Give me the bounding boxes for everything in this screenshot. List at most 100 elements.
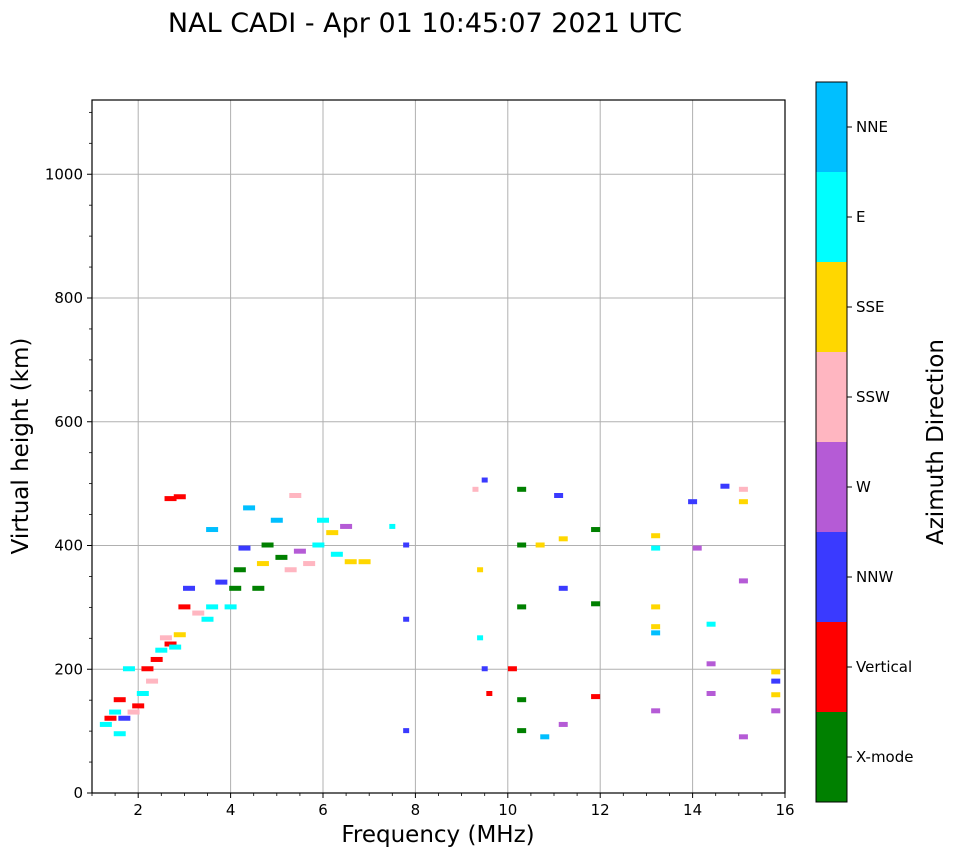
- echo-mark: [481, 477, 488, 483]
- echo-mark: [651, 708, 661, 714]
- x-axis-ticks: 2 4 6 8 10 12 14 16: [91, 793, 795, 819]
- echo-mark: [477, 635, 484, 641]
- echo-mark: [517, 728, 527, 734]
- echo-mark: [486, 691, 493, 696]
- colorbar-tick-label: SSE: [856, 298, 885, 316]
- echo-mark: [113, 697, 126, 703]
- plot-area: [91, 99, 786, 794]
- y-tick-label: 0: [73, 784, 83, 802]
- echo-mark: [293, 548, 306, 554]
- echo-mark: [284, 567, 297, 573]
- echo-mark: [303, 561, 316, 567]
- echo-mark: [738, 499, 748, 505]
- echo-mark: [358, 559, 371, 565]
- echo-mark: [481, 666, 488, 672]
- echo-mark: [330, 551, 343, 557]
- colorbar-swatch: [816, 712, 847, 802]
- y-axis-label: Virtual height (km): [8, 338, 34, 555]
- echo-mark: [558, 585, 568, 591]
- echo-mark: [591, 601, 601, 607]
- colorbar-label: Azimuth Direction: [923, 339, 949, 545]
- echo-mark: [206, 604, 219, 610]
- echo-mark: [403, 616, 410, 622]
- echo-mark: [146, 678, 159, 684]
- echo-mark: [127, 709, 140, 715]
- echo-mark: [517, 697, 527, 703]
- colorbar-tick-label: Vertical: [856, 658, 912, 676]
- colorbar-tick-label: X-mode: [856, 748, 913, 766]
- x-tick-label: 8: [411, 801, 421, 819]
- echo-mark: [132, 703, 145, 709]
- echo-mark: [192, 610, 205, 616]
- colorbar-tick-label: NNE: [856, 118, 888, 136]
- echo-mark: [169, 644, 182, 650]
- x-tick-label: 4: [226, 801, 236, 819]
- echo-mark: [155, 647, 168, 653]
- echo-mark: [535, 542, 545, 548]
- echo-mark: [104, 715, 117, 721]
- echo-mark: [706, 691, 716, 696]
- echo-mark: [233, 567, 246, 573]
- echo-mark: [118, 715, 131, 721]
- echo-mark: [558, 721, 568, 727]
- echo-mark: [651, 604, 661, 610]
- echo-mark: [771, 692, 781, 698]
- echo-mark: [224, 604, 237, 610]
- colorbar: X-mode Vertical NNW W SSW SSE E NNE: [815, 81, 913, 803]
- echo-mark: [558, 536, 568, 542]
- echo-mark: [771, 669, 781, 675]
- echo-mark: [738, 734, 748, 740]
- echo-mark: [229, 585, 242, 591]
- chart-title: NAL CADI - Apr 01 10:45:07 2021 UTC: [168, 8, 682, 39]
- echo-mark: [738, 486, 748, 492]
- colorbar-swatch: [816, 352, 847, 442]
- x-tick-label: 12: [591, 801, 610, 819]
- echo-mark: [591, 527, 601, 533]
- y-tick-label: 1000: [45, 165, 83, 183]
- echo-mark: [517, 604, 527, 610]
- echo-mark: [340, 523, 353, 529]
- echo-mark: [738, 578, 748, 584]
- echo-mark: [275, 554, 288, 560]
- echo-mark: [136, 691, 149, 696]
- echo-mark: [317, 517, 329, 523]
- y-tick-label: 400: [54, 537, 83, 555]
- x-tick-label: 10: [498, 801, 517, 819]
- echo-mark: [591, 694, 601, 700]
- echo-mark: [344, 559, 357, 565]
- echo-mark: [256, 561, 269, 567]
- echo-mark: [173, 632, 186, 638]
- echo-mark: [651, 630, 661, 636]
- echo-mark: [141, 666, 154, 672]
- echo-mark: [692, 545, 702, 551]
- colorbar-tick-label: SSW: [856, 388, 890, 406]
- echo-mark: [507, 666, 517, 672]
- x-tick-label: 2: [133, 801, 143, 819]
- echo-mark: [206, 527, 219, 533]
- echo-mark: [201, 616, 214, 622]
- echo-mark: [326, 530, 339, 536]
- y-tick-label: 800: [54, 289, 83, 307]
- colorbar-swatch: [816, 532, 847, 622]
- echo-mark: [403, 542, 410, 548]
- echo-mark: [164, 641, 177, 647]
- echo-mark: [173, 494, 186, 500]
- x-tick-label: 14: [683, 801, 702, 819]
- echo-mark: [651, 545, 661, 551]
- echo-mark: [389, 523, 396, 529]
- echo-mark: [706, 661, 716, 667]
- echo-mark: [289, 493, 302, 498]
- echo-mark: [312, 542, 325, 548]
- echo-mark: [109, 709, 122, 715]
- echo-mark: [238, 545, 251, 551]
- colorbar-swatch: [816, 622, 847, 712]
- echo-mark: [477, 567, 484, 573]
- colorbar-swatch: [816, 262, 847, 352]
- echo-mark: [554, 493, 564, 498]
- echo-mark: [403, 728, 410, 734]
- echo-mark: [771, 708, 781, 714]
- colorbar-tick-label: W: [856, 478, 871, 496]
- echo-mark: [517, 486, 527, 492]
- echo-mark: [99, 721, 112, 727]
